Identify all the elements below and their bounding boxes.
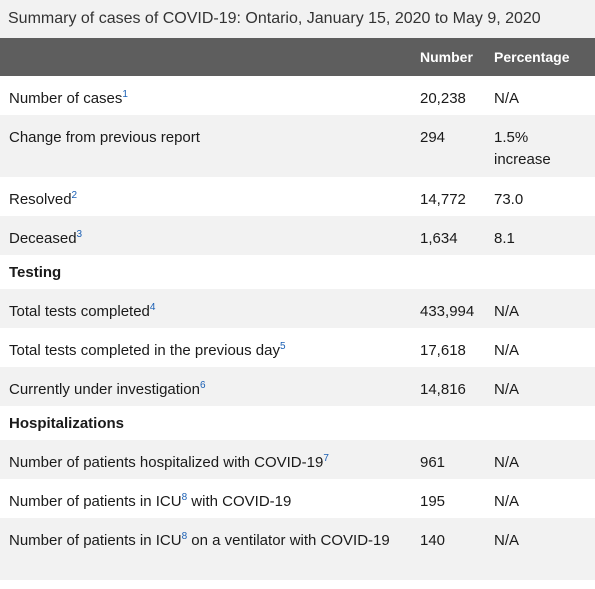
- row-number: 961: [420, 454, 446, 471]
- row-number: 195: [420, 493, 446, 510]
- row-number: 1,634: [420, 230, 458, 247]
- table-row: Deceased3 1,634 8.1: [0, 216, 595, 255]
- table-row: Number of patients in ICU8 on a ventilat…: [0, 518, 595, 580]
- row-label: Number of patients hospitalized with COV…: [9, 454, 324, 471]
- row-label: Number of cases: [9, 90, 123, 107]
- row-percentage: 1.5% increase: [494, 129, 551, 168]
- row-percentage: N/A: [494, 454, 520, 471]
- table-row: Total tests completed4 433,994 N/A: [0, 289, 595, 328]
- table-row: Number of cases1 20,238 N/A: [0, 76, 595, 115]
- row-label: Number of patients in ICU: [9, 493, 182, 510]
- row-label: Currently under investigation: [9, 381, 200, 398]
- table-row: Total tests completed in the previous da…: [0, 328, 595, 367]
- table-row: Number of patients hospitalized with COV…: [0, 440, 595, 479]
- table-row: Currently under investigation6 14,816 N/…: [0, 367, 595, 406]
- row-percentage: N/A: [494, 303, 520, 320]
- row-label: Total tests completed: [9, 303, 150, 320]
- row-percentage: N/A: [494, 381, 520, 398]
- section-heading-testing: Testing: [9, 264, 62, 281]
- table-row: Number of patients in ICU8 with COVID-19…: [0, 479, 595, 518]
- row-label: Total tests completed in the previous da…: [9, 342, 280, 359]
- footnote-link[interactable]: 8: [181, 492, 188, 503]
- row-percentage: N/A: [494, 493, 520, 510]
- row-number: 14,772: [420, 191, 466, 208]
- row-percentage: 8.1: [494, 230, 515, 247]
- footnote-link[interactable]: 8: [181, 531, 188, 542]
- row-percentage: 73.0: [494, 191, 524, 208]
- table-header: Number Percentage: [0, 38, 595, 76]
- row-label: Change from previous report: [9, 129, 200, 146]
- row-number: 140: [420, 532, 446, 549]
- table-caption: Summary of cases of COVID-19: Ontario, J…: [0, 0, 595, 38]
- header-number: Number: [420, 49, 473, 65]
- footnote-link[interactable]: 4: [149, 302, 156, 313]
- footnote-link[interactable]: 5: [279, 341, 286, 352]
- footnote-link[interactable]: 7: [323, 453, 329, 464]
- row-label-suffix: on a ventilator with COVID-19: [187, 532, 390, 549]
- footnote-link[interactable]: 6: [199, 380, 206, 391]
- header-percentage: Percentage: [494, 49, 570, 65]
- row-number: 14,816: [420, 381, 466, 398]
- row-label-suffix: with COVID-19: [187, 493, 292, 510]
- section-heading-hospitalizations: Hospitalizations: [9, 415, 125, 432]
- footnote-link[interactable]: 3: [76, 229, 83, 240]
- row-label: Resolved: [9, 191, 72, 208]
- row-number: 294: [420, 129, 446, 146]
- row-number: 17,618: [420, 342, 466, 359]
- row-percentage: N/A: [494, 342, 520, 359]
- row-number: 20,238: [420, 90, 466, 107]
- table-row: Resolved2 14,772 73.0: [0, 177, 595, 216]
- row-label: Deceased: [9, 230, 77, 247]
- footnote-link[interactable]: 1: [122, 89, 128, 100]
- row-number: 433,994: [420, 303, 475, 320]
- footnote-link[interactable]: 2: [71, 190, 78, 201]
- table-row: Change from previous report 294 1.5% inc…: [0, 115, 595, 177]
- row-percentage: N/A: [494, 90, 520, 107]
- row-label: Number of patients in ICU: [9, 532, 182, 549]
- row-percentage: N/A: [494, 532, 520, 549]
